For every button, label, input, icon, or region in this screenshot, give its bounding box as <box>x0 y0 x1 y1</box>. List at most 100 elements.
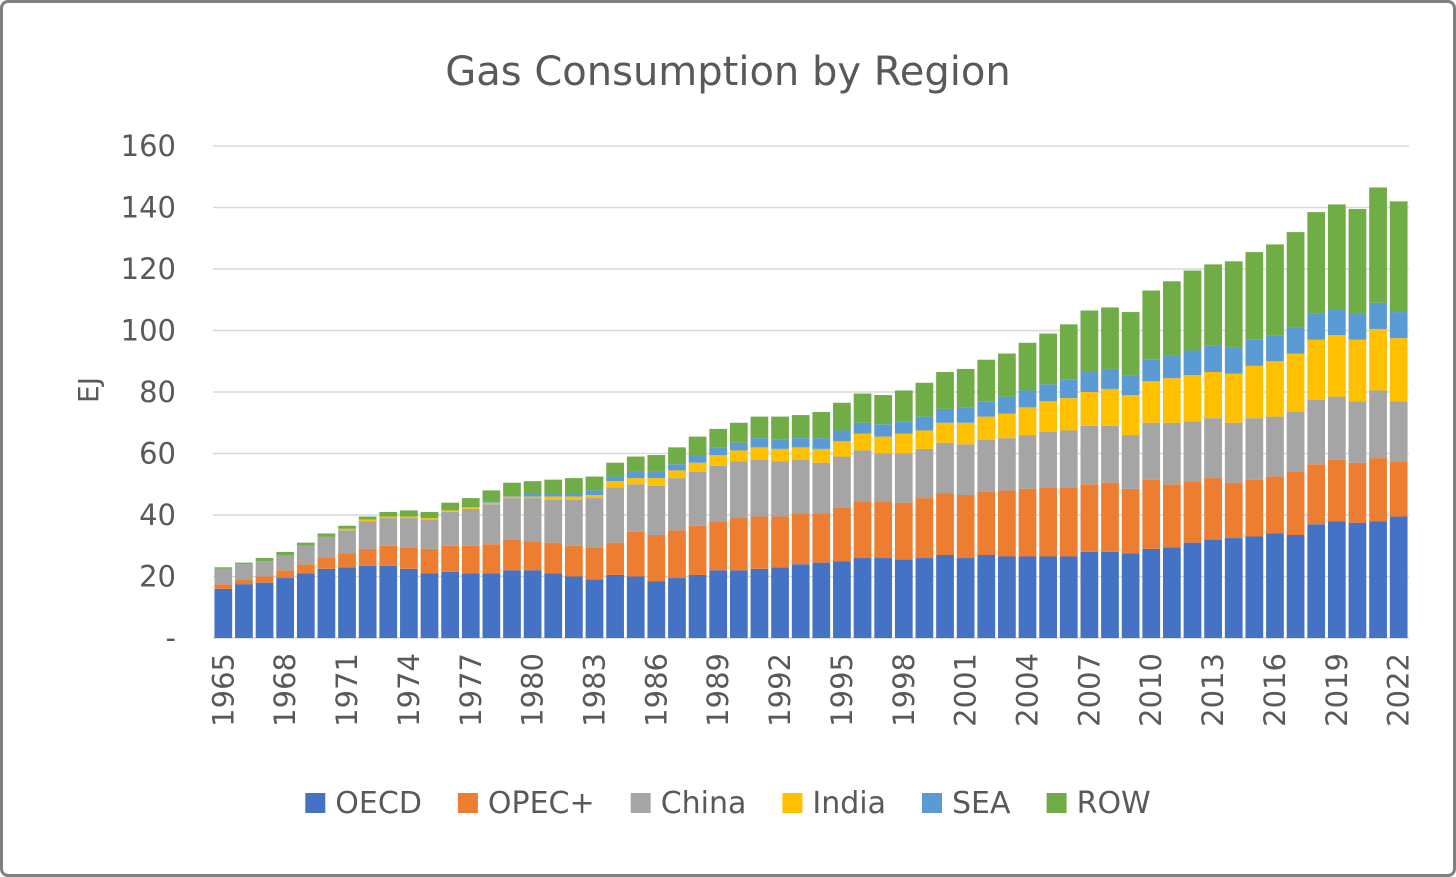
x-tick-label: 2022 <box>1382 653 1416 727</box>
bar-segment <box>296 564 315 574</box>
bar-segment <box>853 450 872 502</box>
bar-segment <box>565 576 583 638</box>
x-tick-label: 2004 <box>1011 653 1045 727</box>
bar-segment <box>565 493 583 497</box>
bar-segment <box>1307 212 1326 314</box>
bar-segment <box>214 568 233 585</box>
bar-segment <box>1224 422 1243 483</box>
bar-segment <box>1039 556 1057 638</box>
bar-segment <box>441 502 459 511</box>
legend-label: OPEC+ <box>488 786 595 821</box>
bar-segment <box>1039 487 1057 557</box>
legend-item: India <box>782 786 886 821</box>
bar-segment <box>1286 327 1305 354</box>
bar-segment <box>1204 478 1222 540</box>
bar-segment <box>1266 335 1284 362</box>
bar-segment <box>1327 396 1346 460</box>
bar-segment <box>1121 312 1140 376</box>
bar-segment <box>276 551 295 555</box>
bar-segment <box>338 530 356 554</box>
bar-segment <box>791 459 810 514</box>
bar-segment <box>1348 209 1367 314</box>
bar-segment <box>214 588 233 638</box>
bar-segment <box>1121 395 1140 436</box>
legend-label: SEA <box>952 786 1011 821</box>
bar-segment <box>317 568 336 638</box>
bar-segment <box>1204 264 1222 346</box>
bar-segment <box>1348 313 1367 340</box>
bar-segment <box>1307 313 1326 340</box>
bar-segment <box>1018 342 1037 391</box>
bar-segment <box>400 568 418 638</box>
bar-segment <box>956 422 975 445</box>
bar-segment <box>1142 479 1161 549</box>
bar-segment <box>956 407 975 423</box>
bar-segment <box>1224 538 1243 638</box>
bar-segment <box>585 547 604 580</box>
bar-segment <box>523 541 542 571</box>
bar-segment <box>998 438 1016 491</box>
bar-segment <box>544 496 563 500</box>
x-tick-label: 2001 <box>949 653 983 727</box>
bar-segment <box>544 573 563 638</box>
bar-segment <box>668 464 686 471</box>
bar-segment <box>276 570 295 579</box>
bar-segment <box>317 533 336 537</box>
bar-segment <box>894 453 913 503</box>
bar-segment <box>1059 556 1078 638</box>
legend-label: ROW <box>1077 786 1151 821</box>
bar-segment <box>1039 333 1057 385</box>
bar-segment <box>338 528 356 531</box>
bar-segment <box>1059 324 1078 380</box>
bar-segment <box>1245 418 1264 480</box>
bar-segment <box>1183 421 1202 482</box>
x-tick-label: 1980 <box>516 653 550 727</box>
bar-segment <box>1101 368 1119 389</box>
x-tick-label: 1986 <box>639 653 673 727</box>
bar-segment <box>1327 521 1346 638</box>
bar-segment <box>296 545 315 565</box>
bar-segment <box>626 478 645 485</box>
bar-segment <box>647 471 666 479</box>
bar-segment <box>1348 462 1367 523</box>
bar-segment <box>1307 524 1326 638</box>
bar-segment <box>915 498 934 559</box>
bar-segment <box>874 424 893 437</box>
bar-segment <box>709 428 728 448</box>
bar-segment <box>296 542 315 546</box>
bar-segment <box>833 402 851 431</box>
bar-segment <box>523 493 542 497</box>
x-tick-label: 1968 <box>268 653 302 727</box>
bar-segment <box>503 539 521 571</box>
bar-segment <box>833 561 851 639</box>
bar-segment <box>729 442 748 451</box>
bar-segment <box>606 462 624 477</box>
bar-segment <box>420 519 439 549</box>
bar-segment <box>1327 204 1346 309</box>
bar-segment <box>461 573 480 638</box>
bar-segment <box>750 438 769 448</box>
bar-segment <box>729 461 748 519</box>
bar-segment <box>255 558 274 562</box>
bar-segment <box>771 516 789 568</box>
bar-segment <box>606 542 624 575</box>
legend-item: China <box>630 786 746 821</box>
bar-segment <box>585 495 604 499</box>
bar-segment <box>1286 534 1305 638</box>
bar-segment <box>1101 551 1119 638</box>
bar-segment <box>936 422 954 443</box>
bar-segment <box>441 510 459 512</box>
bar-segment <box>1224 482 1243 539</box>
bar-segment <box>647 534 666 582</box>
x-tick-label: 1992 <box>763 653 797 727</box>
bar-segment <box>276 554 295 571</box>
bar-segment <box>1080 310 1099 373</box>
bar-segment <box>688 471 707 526</box>
bar-segment <box>461 508 480 546</box>
bar-segment <box>1183 542 1202 638</box>
bar-segment <box>668 578 686 638</box>
bar-segment <box>585 476 604 491</box>
bar-segment <box>1266 533 1284 638</box>
bar-segment <box>379 511 398 517</box>
bar-segment <box>791 447 810 460</box>
